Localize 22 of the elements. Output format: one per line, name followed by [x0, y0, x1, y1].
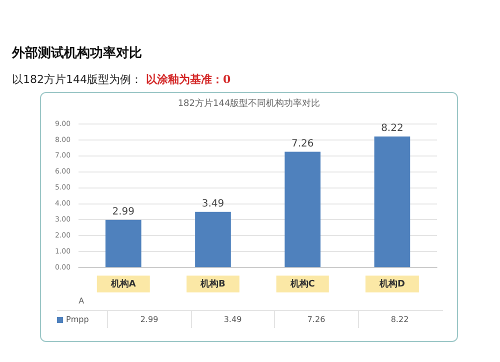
chart-title: 外部测试机构功率对比 — [12, 44, 142, 62]
bar — [195, 212, 231, 268]
annotation: 8.22 — [381, 123, 404, 134]
x-tick-label: 机构B — [200, 278, 226, 290]
text: 182方片144版型不同机构功率对比 — [176, 98, 322, 110]
annotation: 2.99 — [112, 206, 135, 218]
x-tick-label: 机构D — [378, 278, 405, 290]
x-tick-label: 机构A — [110, 278, 136, 290]
x-tick-label: 机构C — [289, 278, 316, 290]
bar — [284, 152, 321, 268]
data-label: 3.49 — [190, 311, 274, 328]
text: 以涂釉为基准：0 — [146, 73, 231, 86]
legend-label: Pmpp — [66, 315, 89, 324]
data-label: 2.99 — [107, 311, 190, 328]
bar — [374, 136, 410, 268]
annotation: 7.26 — [291, 138, 314, 150]
data-label: 8.22 — [358, 311, 441, 328]
data-label: 7.26 — [274, 311, 358, 328]
annotation: 3.49 — [202, 198, 224, 210]
bar — [105, 220, 142, 268]
x-axis-title: A — [78, 296, 85, 306]
chart-subtitle: 以182方片144版型为例： — [12, 73, 142, 86]
